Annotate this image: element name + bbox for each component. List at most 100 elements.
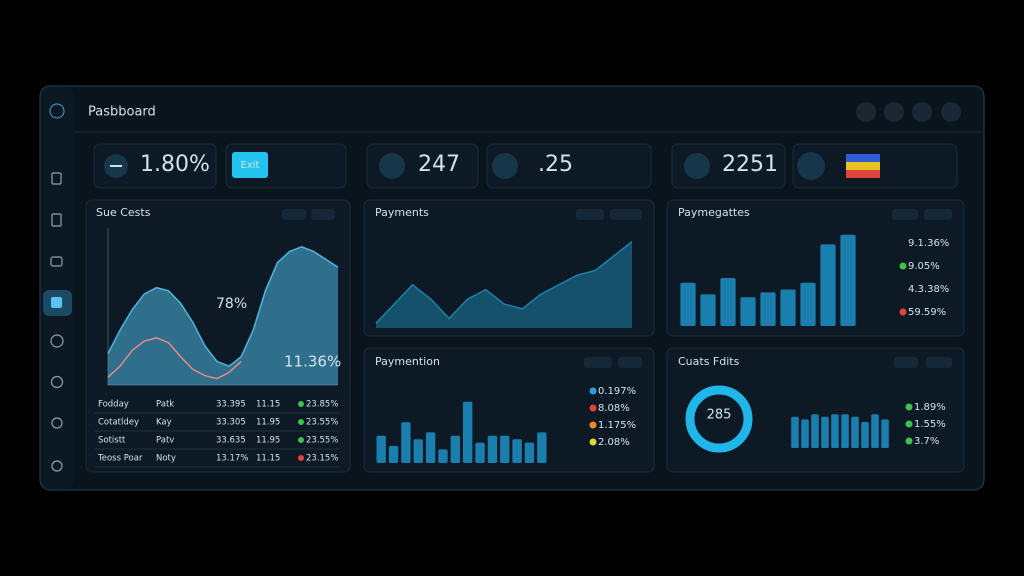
bar [861, 422, 869, 448]
bar [376, 435, 386, 463]
line [107, 337, 242, 380]
bar [700, 294, 716, 326]
bar [450, 435, 461, 463]
panel-title: Paymegattes [678, 206, 750, 219]
table-cell: Noty [156, 454, 176, 464]
nav-icon[interactable] [50, 256, 63, 267]
table-cell: 11.15 [256, 400, 280, 410]
panel-button[interactable] [282, 209, 306, 220]
legend-label: 4.3.38% [908, 284, 949, 295]
bar [438, 449, 448, 463]
legend-dot [905, 420, 913, 428]
bar [401, 422, 411, 463]
chart-annotation: 78% [216, 296, 247, 312]
status-dot [298, 419, 304, 425]
bar [801, 419, 809, 448]
bar [791, 416, 799, 448]
bar [475, 442, 485, 463]
header-button[interactable] [856, 102, 876, 122]
bar [740, 297, 756, 326]
kpi-value: 247 [418, 152, 460, 177]
bar [500, 435, 510, 463]
table-cell: Patv [156, 436, 174, 446]
chart-annotation: 11.36% [284, 353, 341, 371]
line [375, 241, 633, 324]
panel-title: Payments [375, 206, 429, 219]
bar [720, 278, 736, 326]
bar [800, 282, 816, 326]
kpi-value: .25 [538, 152, 573, 177]
bar [840, 234, 856, 326]
exit-label: Exit [241, 160, 260, 171]
panel-button[interactable] [311, 209, 335, 220]
kpi-value: 1.80% [140, 152, 210, 177]
legend-label: 59.59% [908, 307, 946, 318]
legend-dot [589, 438, 597, 446]
table-cell: Fodday [98, 400, 129, 410]
bar [760, 292, 776, 326]
donut [685, 385, 753, 453]
panel-button[interactable] [576, 209, 604, 220]
kpi-icon [110, 165, 122, 167]
table-cell: 33.395 [216, 400, 246, 410]
nav-icon[interactable] [51, 213, 62, 227]
status-dot [298, 437, 304, 443]
sidebar [41, 87, 74, 489]
nav-icon[interactable] [50, 375, 64, 389]
page-title: Pasbboard [88, 105, 156, 120]
donut-label: 285 [707, 408, 732, 423]
bar [811, 414, 819, 448]
nav-icon[interactable] [51, 460, 63, 472]
table-cell: Kay [156, 418, 172, 428]
legend-dot [899, 308, 907, 316]
panel-button[interactable] [892, 209, 918, 220]
panel-button[interactable] [926, 357, 952, 368]
nav-icon[interactable] [50, 334, 64, 348]
panel-button[interactable] [894, 357, 918, 368]
nav-icon[interactable] [51, 172, 62, 185]
table-cell: 23.15% [306, 454, 338, 464]
panel-button[interactable] [924, 209, 952, 220]
kpi-icon [379, 153, 405, 179]
table-cell: 23.55% [306, 418, 338, 428]
header-button[interactable] [941, 102, 961, 122]
kpi-card [486, 143, 652, 189]
legend-label: 1.55% [914, 419, 946, 430]
bar [524, 442, 535, 463]
logo [49, 103, 65, 119]
table-cell: 33.635 [216, 436, 246, 446]
exit-button[interactable] [232, 152, 268, 178]
kpi-icon [492, 153, 518, 179]
panel-button[interactable] [584, 357, 612, 368]
bar [780, 289, 796, 326]
header-button[interactable] [912, 102, 932, 122]
legend-label: 1.89% [914, 402, 946, 413]
table-cell: 11.15 [256, 454, 280, 464]
panel-title: Paymention [375, 355, 440, 368]
table-cell: 33.305 [216, 418, 246, 428]
legend-label: 2.08% [598, 437, 630, 448]
bar [820, 244, 836, 326]
table-cell: Teoss Poar [97, 454, 143, 464]
nav-icon[interactable] [51, 417, 63, 429]
header-button[interactable] [884, 102, 904, 122]
kpi-icon [684, 153, 710, 179]
status-dot [298, 455, 304, 461]
legend-dot [589, 421, 597, 429]
panel [363, 347, 655, 473]
legend-dot [905, 437, 913, 445]
kpi-icon [797, 152, 825, 180]
table-cell: Cotatldey [98, 418, 139, 428]
panel-title: Cuats Fdits [678, 355, 740, 368]
table-cell: 13.17% [216, 454, 248, 464]
table-cell: 11.95 [256, 418, 280, 428]
bar [537, 432, 547, 463]
table-cell: 23.55% [306, 436, 338, 446]
kpi-card [93, 143, 217, 189]
panel-button[interactable] [618, 357, 642, 368]
bar [680, 282, 696, 326]
panel-title: Sue Cests [96, 206, 151, 219]
panel-button[interactable] [610, 209, 642, 220]
legend-label: 9.05% [908, 261, 940, 272]
legend-label: 8.08% [598, 403, 630, 414]
